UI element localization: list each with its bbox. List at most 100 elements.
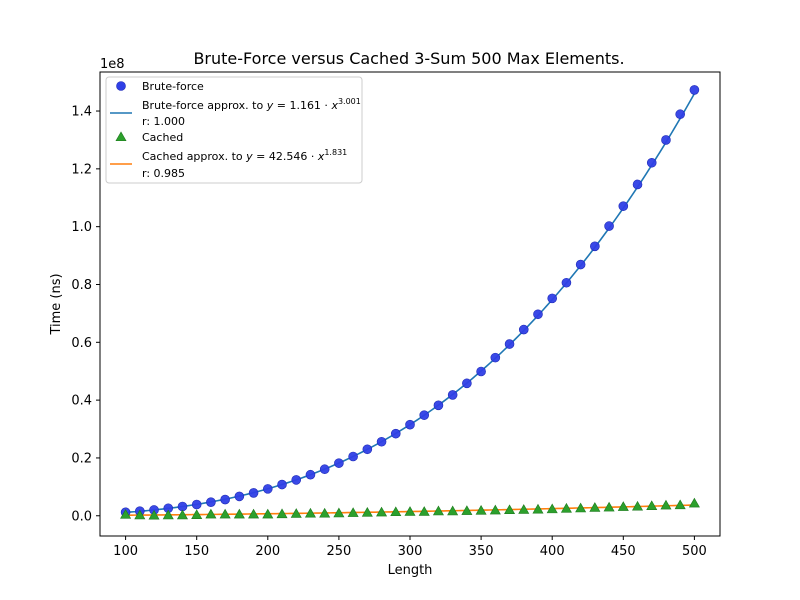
- brute-force-point: [689, 85, 700, 95]
- y-axis-offset-label: 1e8: [100, 57, 125, 72]
- brute-force-point: [405, 419, 415, 430]
- x-tick-label: 400: [540, 544, 565, 559]
- brute-force-point: [590, 241, 600, 252]
- brute-force-point: [604, 221, 614, 231]
- cached-point: [148, 509, 160, 520]
- brute-force-point: [632, 179, 643, 190]
- legend-label-1: Brute-force approx. to y = 1.161 · x3.00…: [142, 97, 361, 112]
- brute-force-point: [362, 444, 373, 455]
- cached-point: [290, 508, 302, 518]
- cached-point: [276, 508, 288, 519]
- brute-force-point: [376, 436, 387, 447]
- cached-point: [319, 507, 331, 518]
- brute-force-point: [561, 277, 572, 288]
- brute-force-point: [206, 497, 216, 507]
- plot-area: [120, 85, 700, 520]
- brute-force-point: [661, 135, 671, 145]
- cached-point: [361, 506, 373, 517]
- cached-point: [489, 504, 501, 515]
- cached-point: [333, 507, 345, 518]
- brute-force-point: [291, 475, 302, 485]
- cached-point: [404, 506, 416, 516]
- cached-point: [632, 500, 644, 511]
- y-tick-label: 0.4: [71, 394, 92, 409]
- brute-force-point: [220, 494, 230, 505]
- x-tick-label: 100: [113, 544, 138, 559]
- y-tick-label: 1.4: [71, 105, 92, 120]
- cached-point: [347, 507, 359, 517]
- cached-point: [589, 502, 601, 512]
- cached-point: [575, 502, 587, 513]
- cached-point: [176, 509, 188, 520]
- brute-force-point: [476, 366, 486, 377]
- cached-point: [674, 499, 686, 510]
- brute-force-point: [305, 469, 316, 480]
- x-tick-label: 150: [184, 544, 209, 559]
- brute-force-point: [234, 491, 245, 502]
- cached-point: [447, 505, 459, 516]
- chart-title: Brute-Force versus Cached 3-Sum 500 Max …: [193, 49, 624, 68]
- x-tick-label: 350: [469, 544, 494, 559]
- brute-force-point: [490, 352, 501, 363]
- cached-point: [603, 501, 615, 512]
- legend-brute-force-marker: [116, 81, 126, 91]
- cached-point: [418, 506, 430, 516]
- brute-force-point: [646, 157, 657, 168]
- brute-force-point: [447, 390, 458, 400]
- x-tick-label: 500: [682, 544, 707, 559]
- cached-point: [120, 509, 132, 519]
- legend-box: [105, 76, 363, 184]
- brute-force-point: [191, 499, 202, 510]
- legend-label-2: Cached: [142, 131, 183, 144]
- y-tick-label: 1.2: [71, 162, 92, 177]
- cached-point: [205, 508, 217, 519]
- cached-point: [518, 504, 530, 514]
- cached-point: [162, 509, 174, 520]
- x-tick-label: 300: [398, 544, 423, 559]
- legend-label-0: Brute-force: [142, 80, 204, 93]
- cached-point: [233, 508, 245, 519]
- brute-force-point: [433, 400, 444, 411]
- cached-point: [560, 502, 572, 513]
- x-axis-label: Length: [388, 563, 433, 578]
- cached-point: [475, 504, 487, 515]
- cached-point: [304, 507, 316, 518]
- brute-force-point: [319, 464, 330, 475]
- legend-r-value-1: r: 1.000: [142, 115, 185, 128]
- cached-point: [461, 505, 473, 515]
- brute-force-point: [675, 109, 685, 120]
- brute-force-point: [277, 479, 287, 490]
- y-tick-label: 0.0: [71, 509, 92, 524]
- y-tick-label: 0.6: [71, 336, 92, 351]
- cached-point: [134, 509, 146, 520]
- y-tick-label: 0.8: [71, 278, 92, 293]
- cached-point: [617, 501, 629, 511]
- x-axis: 100 150 200 250 300 350 400 450 500: [113, 536, 707, 559]
- x-tick-label: 250: [326, 544, 351, 559]
- cached-point: [688, 497, 700, 508]
- brute-force-point: [504, 339, 515, 349]
- cached-point: [390, 506, 402, 517]
- cached-point: [262, 508, 274, 519]
- y-tick-label: 0.2: [71, 451, 92, 466]
- brute-force-point: [419, 410, 430, 420]
- legend-r-value-3: r: 0.985: [142, 167, 185, 180]
- legend: Brute-force Brute-force approx. to y = 1.…: [105, 76, 363, 184]
- cached-point: [432, 505, 444, 516]
- brute-force-point: [533, 309, 543, 320]
- y-axis: 0.0 0.2 0.4 0.6 0.8 1.0 1.2 1.4: [71, 105, 100, 524]
- legend-label-3: Cached approx. to y = 42.546 · x1.831: [142, 148, 347, 163]
- x-tick-label: 450: [611, 544, 636, 559]
- legend-cached-marker: [115, 131, 127, 142]
- cached-point: [191, 509, 203, 519]
- brute-force-point: [618, 201, 629, 211]
- brute-force-point: [348, 451, 358, 462]
- cached-point: [546, 503, 558, 514]
- x-tick-label: 200: [255, 544, 280, 559]
- brute-force-point: [547, 293, 558, 304]
- brute-force-point: [575, 259, 586, 270]
- brute-force-point: [262, 484, 273, 494]
- brute-force-point: [390, 428, 401, 439]
- cached-point: [504, 504, 516, 515]
